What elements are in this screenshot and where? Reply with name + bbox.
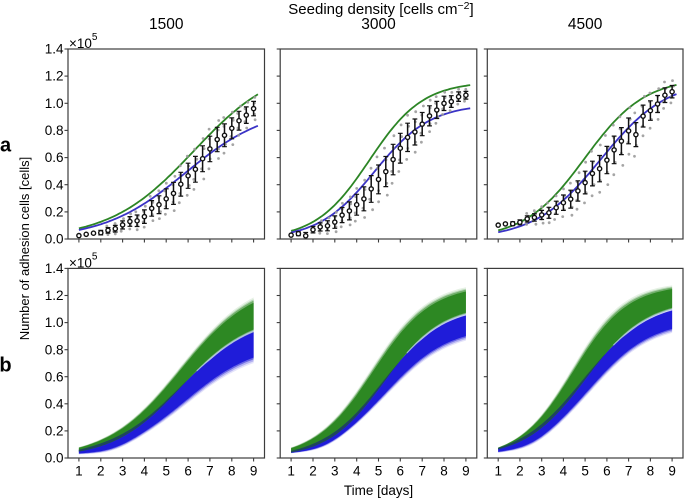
svg-text:3: 3 bbox=[119, 464, 127, 479]
svg-text:7: 7 bbox=[418, 464, 426, 479]
svg-text:2: 2 bbox=[97, 464, 105, 479]
svg-text:1.0: 1.0 bbox=[45, 96, 64, 111]
svg-text:×105: ×105 bbox=[69, 32, 98, 51]
svg-text:0.6: 0.6 bbox=[45, 369, 64, 384]
svg-text:2: 2 bbox=[309, 464, 317, 479]
svg-text:0.8: 0.8 bbox=[45, 342, 64, 357]
svg-text:1.4: 1.4 bbox=[45, 42, 64, 57]
svg-text:1: 1 bbox=[494, 464, 502, 479]
svg-text:1: 1 bbox=[75, 464, 83, 479]
svg-text:9: 9 bbox=[668, 464, 676, 479]
svg-text:5: 5 bbox=[162, 464, 170, 479]
svg-text:3: 3 bbox=[331, 464, 339, 479]
svg-text:5: 5 bbox=[581, 464, 589, 479]
svg-text:1.4: 1.4 bbox=[45, 261, 64, 276]
svg-text:2: 2 bbox=[516, 464, 524, 479]
svg-text:0.2: 0.2 bbox=[45, 205, 64, 220]
svg-text:7: 7 bbox=[625, 464, 633, 479]
svg-text:0.4: 0.4 bbox=[45, 177, 64, 192]
svg-text:0.2: 0.2 bbox=[45, 424, 64, 439]
svg-text:×105: ×105 bbox=[69, 251, 98, 270]
svg-text:1.2: 1.2 bbox=[45, 288, 64, 303]
svg-text:8: 8 bbox=[440, 464, 448, 479]
svg-text:8: 8 bbox=[647, 464, 655, 479]
svg-text:Seeding density [cells cm−2]: Seeding density [cells cm−2] bbox=[288, 0, 473, 18]
svg-text:6: 6 bbox=[184, 464, 192, 479]
svg-text:4: 4 bbox=[353, 464, 361, 479]
svg-text:1.0: 1.0 bbox=[45, 315, 64, 330]
svg-text:4: 4 bbox=[560, 464, 568, 479]
svg-text:4: 4 bbox=[141, 464, 149, 479]
svg-text:9: 9 bbox=[250, 464, 258, 479]
svg-text:0.6: 0.6 bbox=[45, 150, 64, 165]
svg-text:1.2: 1.2 bbox=[45, 69, 64, 84]
svg-text:6: 6 bbox=[397, 464, 405, 479]
svg-text:Time [days]: Time [days] bbox=[344, 483, 413, 498]
svg-text:6: 6 bbox=[603, 464, 611, 479]
svg-text:7: 7 bbox=[206, 464, 214, 479]
svg-text:Number of adhesion cells [cell: Number of adhesion cells [cells] bbox=[17, 157, 32, 341]
svg-text:1500: 1500 bbox=[149, 16, 184, 33]
svg-text:4500: 4500 bbox=[568, 16, 603, 33]
svg-text:b: b bbox=[0, 355, 12, 377]
svg-text:0.8: 0.8 bbox=[45, 123, 64, 138]
svg-text:a: a bbox=[0, 135, 12, 157]
svg-text:1: 1 bbox=[287, 464, 295, 479]
svg-text:0.0: 0.0 bbox=[45, 232, 64, 247]
svg-text:3000: 3000 bbox=[361, 16, 396, 33]
svg-text:9: 9 bbox=[462, 464, 470, 479]
svg-text:3: 3 bbox=[538, 464, 546, 479]
svg-text:5: 5 bbox=[375, 464, 383, 479]
svg-text:0.0: 0.0 bbox=[45, 451, 64, 466]
svg-text:8: 8 bbox=[228, 464, 236, 479]
svg-text:0.4: 0.4 bbox=[45, 396, 64, 411]
